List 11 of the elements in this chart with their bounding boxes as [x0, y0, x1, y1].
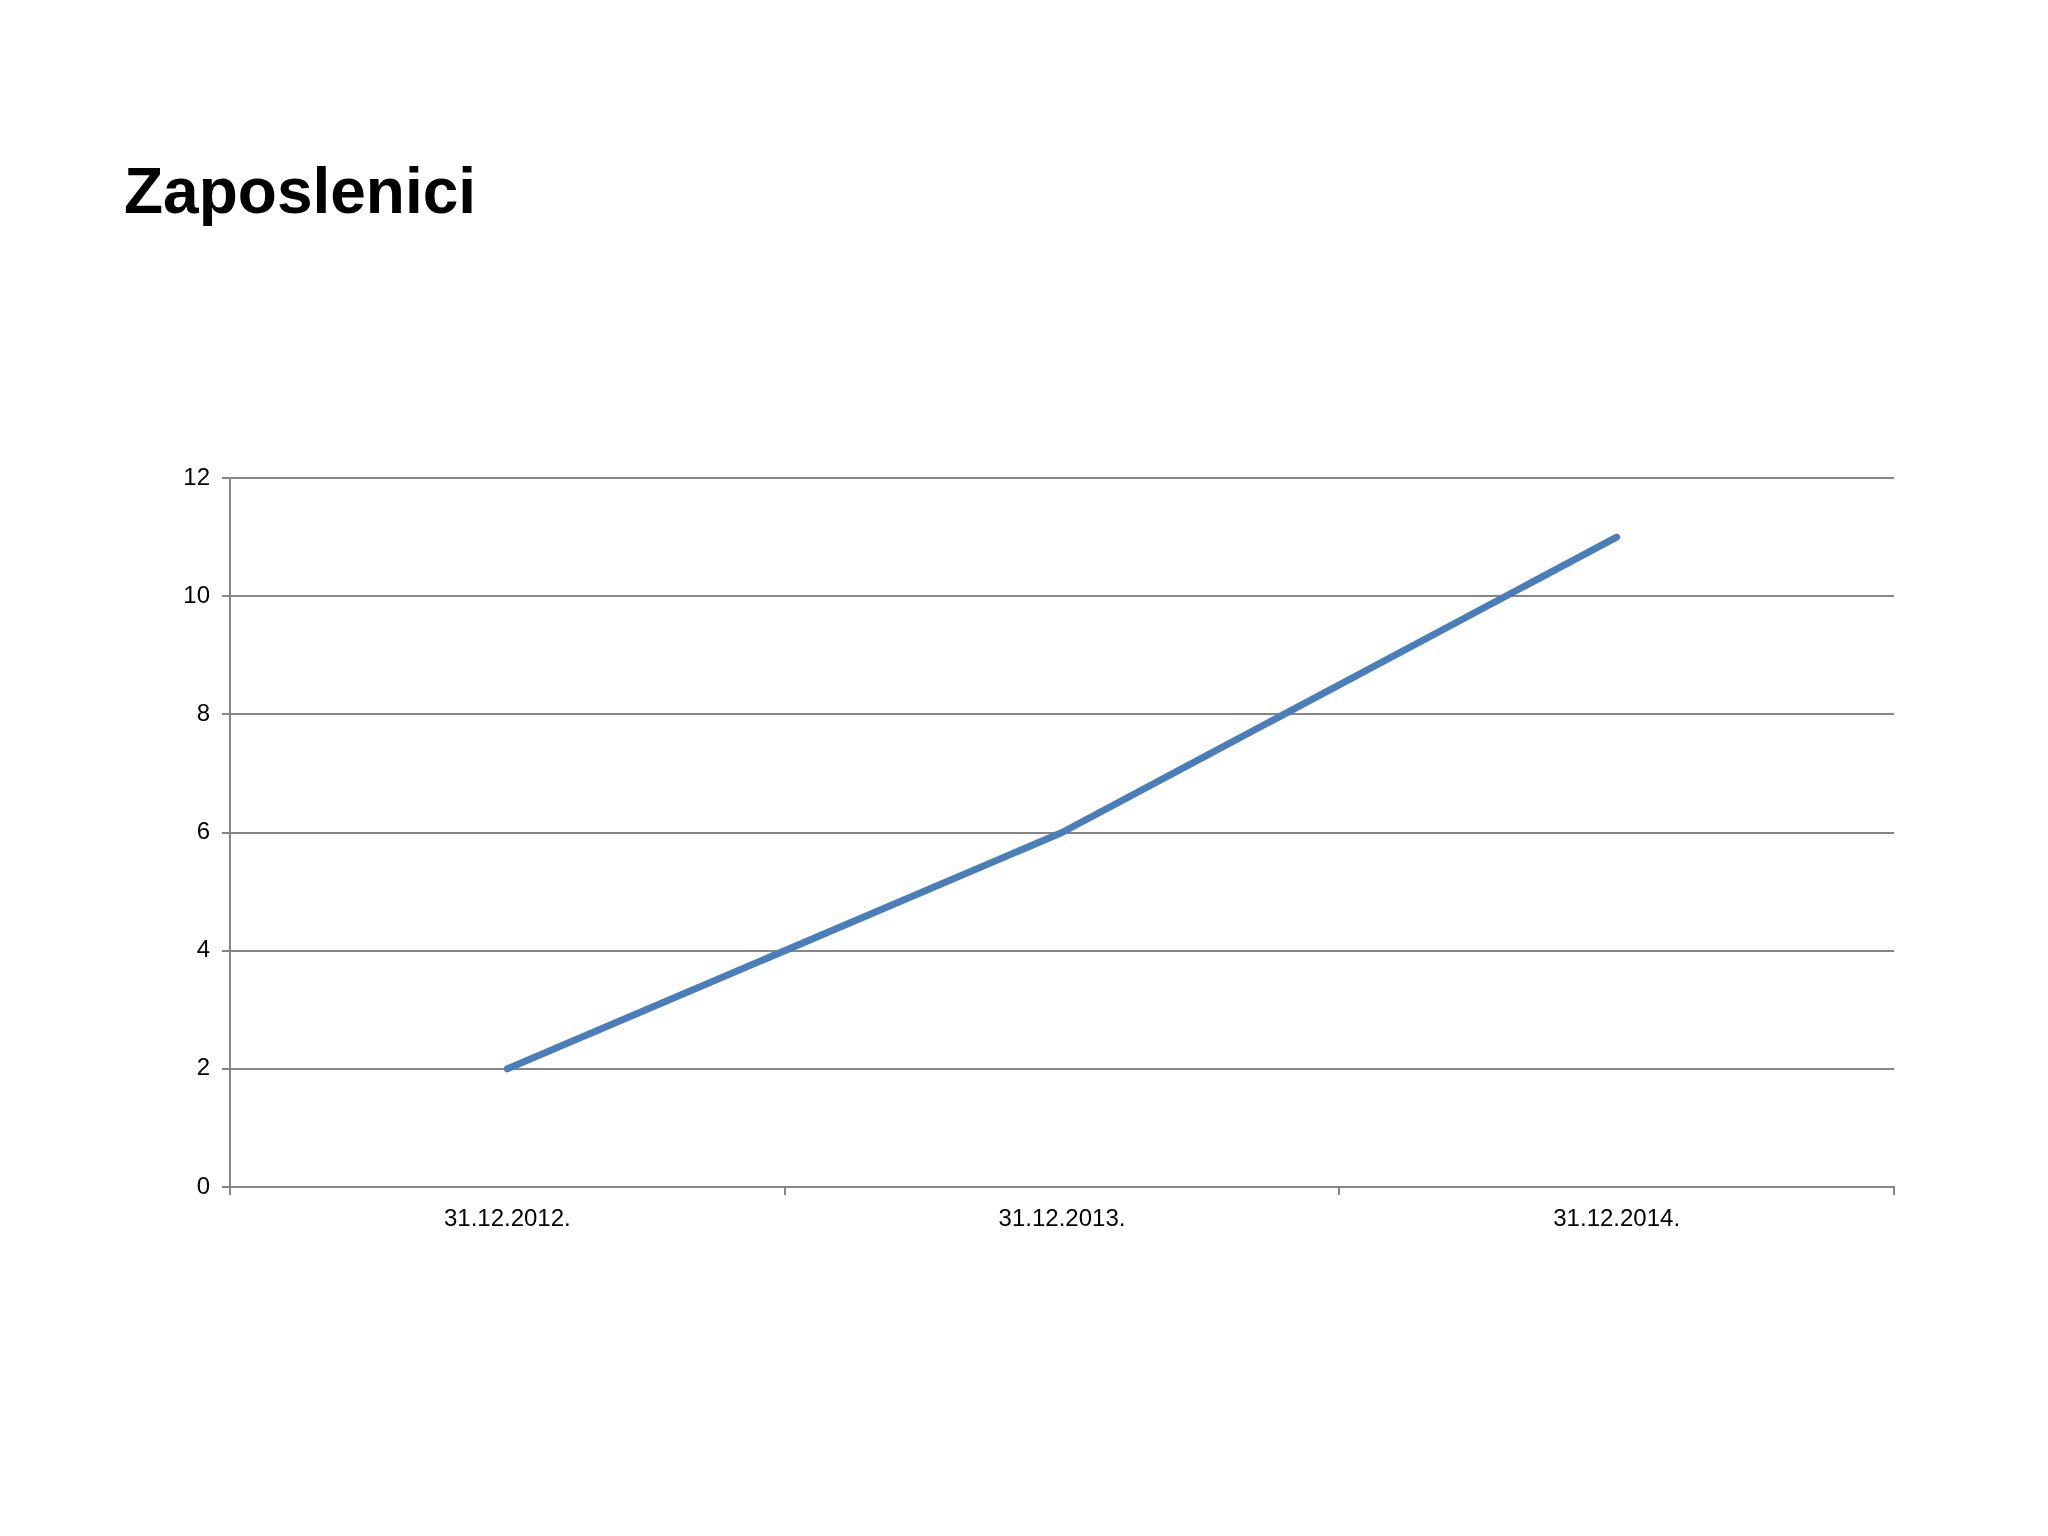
x-tick-label: 31.12.2013. [998, 1204, 1126, 1232]
y-tick-label: 6 [196, 817, 210, 845]
x-tick-label: 31.12.2014. [1553, 1204, 1681, 1232]
y-tick-label: 4 [196, 935, 210, 963]
y-tick-label: 12 [183, 462, 210, 490]
y-tick-label: 2 [196, 1053, 210, 1081]
x-tick-label: 31.12.2012. [443, 1204, 571, 1232]
y-tick-label: 8 [196, 698, 210, 726]
y-tick-label: 0 [196, 1171, 210, 1199]
chart-title: Zaposlenici [124, 154, 477, 228]
y-tick-label: 10 [183, 580, 210, 608]
